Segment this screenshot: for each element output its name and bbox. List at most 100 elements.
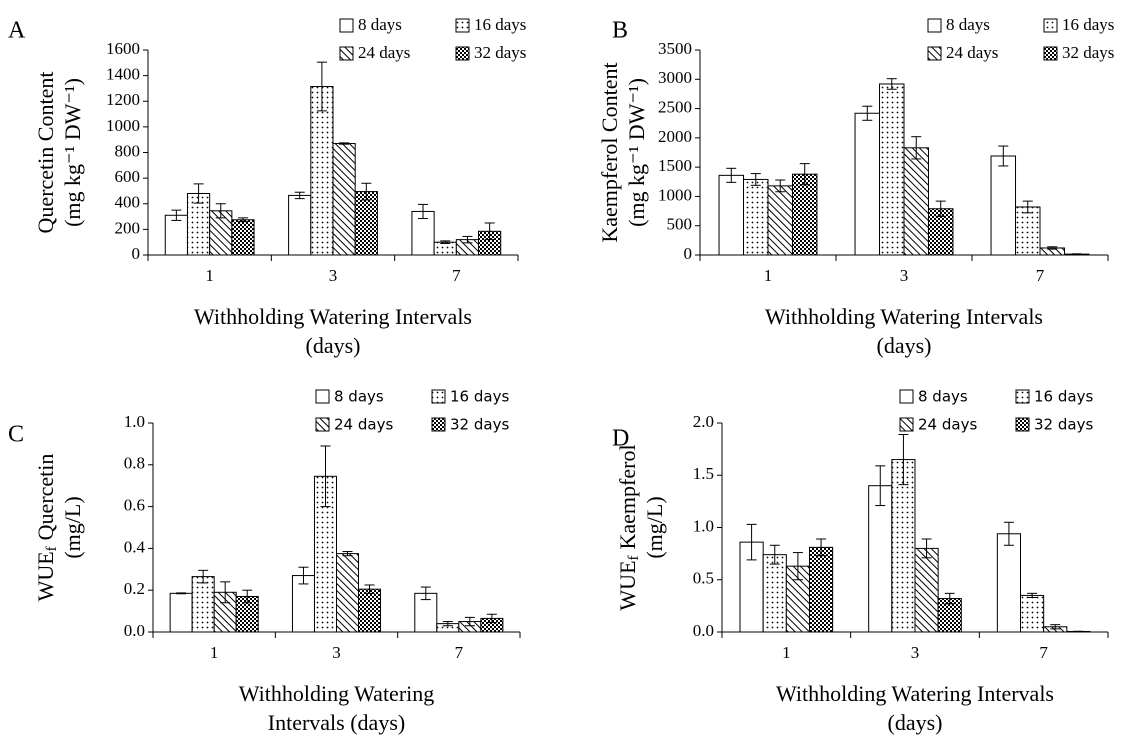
- y-tick-label: 0: [132, 244, 141, 263]
- y-axis-label-line2: (mg/L): [642, 496, 667, 558]
- y-tick-label: 0.8: [124, 454, 145, 473]
- legend-swatch: [431, 389, 446, 404]
- legend-label: 32 days: [450, 416, 509, 434]
- y-axis-label-part: Quercetin Content: [33, 72, 58, 234]
- legend-swatch: [431, 417, 446, 432]
- bar: [903, 147, 929, 256]
- panel-letter: A: [8, 18, 26, 44]
- legend-label: 24 days: [946, 43, 998, 62]
- x-tick-label: 3: [900, 266, 909, 285]
- y-tick-label: 2500: [658, 97, 692, 116]
- x-tick-label: 3: [911, 643, 920, 662]
- y-tick-label: 3500: [658, 39, 692, 58]
- error-bar: [746, 523, 757, 561]
- y-axis-label-part: Kaempferol: [615, 444, 640, 549]
- error-bar: [320, 445, 331, 508]
- y-axis-label: WUEf Kaempferol: [615, 444, 642, 610]
- legend-label: 32 days: [1062, 43, 1114, 62]
- x-axis-label: (days): [306, 333, 361, 358]
- error-bar: [215, 203, 226, 219]
- bar: [808, 546, 834, 633]
- x-tick-label: 3: [332, 643, 341, 662]
- error-bar: [339, 142, 350, 145]
- y-tick-label: 0.0: [693, 621, 714, 640]
- y-axis-label-part: Kaempferol Content: [597, 62, 622, 242]
- bar: [990, 155, 1017, 256]
- bar: [996, 533, 1022, 633]
- error-bar: [1022, 200, 1033, 214]
- error-bar: [242, 589, 253, 604]
- y-tick-label: 2000: [658, 127, 692, 146]
- legend-label: 24 days: [918, 416, 977, 434]
- x-axis-label: Withholding Watering Intervals: [194, 304, 472, 329]
- y-axis-label-line2: (mg/L): [60, 496, 85, 558]
- error-bar: [886, 78, 897, 90]
- y-tick-label: 1000: [106, 116, 140, 135]
- error-bar: [726, 167, 737, 183]
- x-tick-label: 3: [329, 266, 338, 285]
- error-bar: [484, 222, 495, 241]
- error-bar: [176, 592, 187, 595]
- x-axis-label: Withholding Watering: [239, 681, 435, 706]
- y-tick-label: 1200: [106, 90, 140, 109]
- y-tick-label: 3000: [658, 68, 692, 87]
- error-bar: [775, 179, 786, 193]
- y-tick-label: 500: [667, 215, 693, 234]
- bar: [891, 459, 916, 633]
- error-bar: [198, 569, 209, 584]
- bar: [169, 592, 193, 633]
- legend-label: 16 days: [1034, 388, 1093, 406]
- error-bar: [316, 61, 327, 112]
- x-axis-label: Intervals (days): [268, 710, 405, 735]
- y-tick-label: 1500: [658, 156, 692, 175]
- y-axis-label-part: WUE: [33, 551, 58, 601]
- panel-letter: D: [612, 426, 629, 452]
- error-bar: [294, 191, 305, 200]
- legend-swatch: [927, 18, 942, 33]
- legend-swatch: [899, 417, 914, 432]
- x-tick-label: 7: [455, 643, 464, 662]
- bar: [879, 83, 905, 256]
- legend-label: 8 days: [918, 388, 968, 406]
- error-bar: [921, 538, 932, 559]
- bar: [231, 219, 255, 256]
- panel-letter: B: [612, 18, 628, 44]
- error-bar: [464, 616, 475, 627]
- bar: [164, 214, 188, 256]
- bar: [1020, 594, 1045, 633]
- y-axis-label-part: f: [44, 546, 60, 551]
- legend-swatch: [339, 46, 354, 61]
- error-bar: [911, 136, 922, 160]
- error-bar: [418, 203, 429, 219]
- bar: [433, 241, 457, 256]
- error-bar: [220, 581, 231, 604]
- y-tick-label: 1600: [106, 39, 140, 58]
- x-axis-label: Withholding Watering Intervals: [776, 681, 1054, 706]
- legend-label: 16 days: [1062, 15, 1114, 34]
- y-tick-label: 0.5: [693, 569, 714, 588]
- legend-swatch: [899, 389, 914, 404]
- x-tick-label: 7: [1039, 643, 1048, 662]
- y-tick-label: 200: [115, 218, 141, 237]
- x-tick-label: 1: [782, 643, 791, 662]
- error-bar: [486, 613, 497, 624]
- bar: [288, 194, 312, 256]
- error-bar: [1047, 246, 1058, 250]
- y-tick-label: 2.0: [693, 412, 714, 431]
- error-bar: [998, 145, 1009, 167]
- error-bar: [792, 552, 803, 581]
- y-axis-label-line2: (mg kg⁻¹ DW⁻¹): [60, 78, 85, 227]
- x-tick-label: 1: [210, 643, 219, 662]
- y-axis-label: Kaempferol Content: [597, 62, 622, 242]
- error-bar: [935, 200, 946, 217]
- y-tick-label: 0: [684, 244, 693, 263]
- x-tick-label: 1: [205, 266, 214, 285]
- y-tick-label: 1.5: [693, 464, 714, 483]
- y-tick-label: 1.0: [693, 516, 714, 535]
- x-tick-label: 7: [452, 266, 461, 285]
- y-axis-label-part: Quercetin: [33, 454, 58, 541]
- legend-label: 8 days: [946, 15, 990, 34]
- legend-swatch: [1015, 417, 1030, 432]
- bar: [767, 185, 793, 256]
